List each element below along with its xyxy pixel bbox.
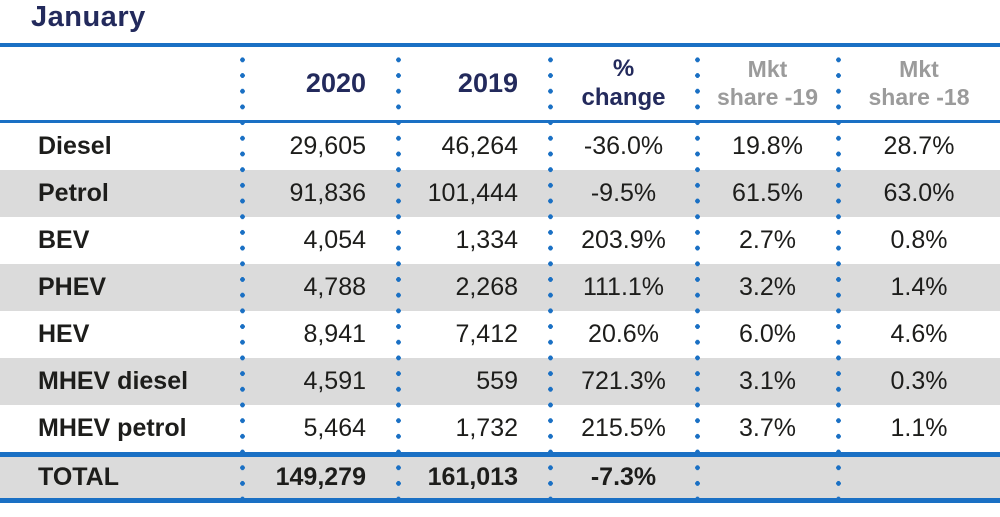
page-title: January	[31, 1, 146, 33]
row-label: BEV	[38, 226, 90, 254]
header-2019: 2019	[457, 68, 518, 99]
header-mkt-share-18: Mkt share -18	[868, 55, 970, 110]
header-2020: 2020	[305, 68, 366, 99]
cell-mkt-share-19: 2.7%	[739, 226, 796, 254]
cell-2019: 161,013	[427, 463, 518, 491]
table-row-total: TOTAL 149,279 161,013 -7.3%	[0, 452, 1000, 503]
cell-2019: 1,732	[455, 414, 518, 442]
header-fuel-type	[0, 47, 242, 120]
row-label: PHEV	[38, 273, 107, 301]
cell-pct-change: 721.3%	[581, 367, 666, 395]
row-label: Diesel	[38, 132, 112, 160]
table-row-phev: PHEV 4,788 2,268 111.1% 3.2% 1.4%	[0, 264, 1000, 311]
cell-2020: 149,279	[275, 463, 366, 491]
cell-mkt-share-19: 19.8%	[732, 132, 803, 160]
cell-pct-change: 203.9%	[581, 226, 666, 254]
row-label: MHEV petrol	[38, 414, 187, 442]
cell-pct-change: 215.5%	[581, 414, 666, 442]
cell-2020: 4,054	[303, 226, 366, 254]
cell-2020: 5,464	[303, 414, 366, 442]
cell-mkt-share-18: 4.6%	[890, 320, 948, 348]
cell-mkt-share-19	[697, 457, 838, 498]
registrations-by-fuel-table: 2020 2019 % change Mkt share -19 Mkt sha…	[0, 43, 1000, 503]
cell-mkt-share-18: 1.1%	[890, 414, 948, 442]
cell-2019: 101,444	[427, 179, 518, 207]
cell-pct-change: 20.6%	[588, 320, 659, 348]
cell-mkt-share-19: 3.1%	[739, 367, 796, 395]
cell-2020: 8,941	[303, 320, 366, 348]
cell-mkt-share-18: 0.8%	[890, 226, 948, 254]
cell-2019: 1,334	[455, 226, 518, 254]
cell-pct-change: 111.1%	[582, 273, 665, 301]
table-row-bev: BEV 4,054 1,334 203.9% 2.7% 0.8%	[0, 217, 1000, 264]
cell-pct-change: -7.3%	[590, 463, 657, 491]
cell-mkt-share-18	[838, 457, 1000, 498]
cell-mkt-share-18: 0.3%	[890, 367, 948, 395]
cell-pct-change: -9.5%	[590, 179, 657, 207]
cell-2020: 29,605	[289, 132, 366, 160]
cell-2019: 2,268	[455, 273, 518, 301]
table-row-mhev-diesel: MHEV diesel 4,591 559 721.3% 3.1% 0.3%	[0, 358, 1000, 405]
cell-2020: 4,591	[303, 367, 366, 395]
cell-mkt-share-19: 6.0%	[739, 320, 796, 348]
table-row-diesel: Diesel 29,605 46,264 -36.0% 19.8% 28.7%	[0, 123, 1000, 170]
cell-mkt-share-18: 63.0%	[883, 179, 955, 207]
cell-mkt-share-18: 1.4%	[890, 273, 948, 301]
row-label: HEV	[38, 320, 90, 348]
cell-mkt-share-19: 3.2%	[739, 273, 796, 301]
cell-pct-change: -36.0%	[583, 132, 664, 160]
row-label: TOTAL	[38, 463, 120, 491]
cell-2020: 4,788	[303, 273, 366, 301]
table-row-hev: HEV 8,941 7,412 20.6% 6.0% 4.6%	[0, 311, 1000, 358]
row-label: MHEV diesel	[38, 367, 189, 395]
table-row-petrol: Petrol 91,836 101,444 -9.5% 61.5% 63.0%	[0, 170, 1000, 217]
cell-mkt-share-19: 3.7%	[739, 414, 796, 442]
header-pct-change: % change	[581, 54, 666, 111]
row-label: Petrol	[38, 179, 109, 207]
cell-2019: 7,412	[455, 320, 518, 348]
cell-2019: 46,264	[441, 132, 518, 160]
table-row-mhev-petrol: MHEV petrol 5,464 1,732 215.5% 3.7% 1.1%	[0, 405, 1000, 452]
cell-mkt-share-19: 61.5%	[732, 179, 803, 207]
table-header-row: 2020 2019 % change Mkt share -19 Mkt sha…	[0, 47, 1000, 123]
top-divider	[0, 43, 1000, 47]
cell-2019: 559	[476, 367, 518, 395]
cell-mkt-share-18: 28.7%	[883, 132, 955, 160]
cell-2020: 91,836	[289, 179, 366, 207]
header-mkt-share-19: Mkt share -19	[716, 55, 818, 110]
